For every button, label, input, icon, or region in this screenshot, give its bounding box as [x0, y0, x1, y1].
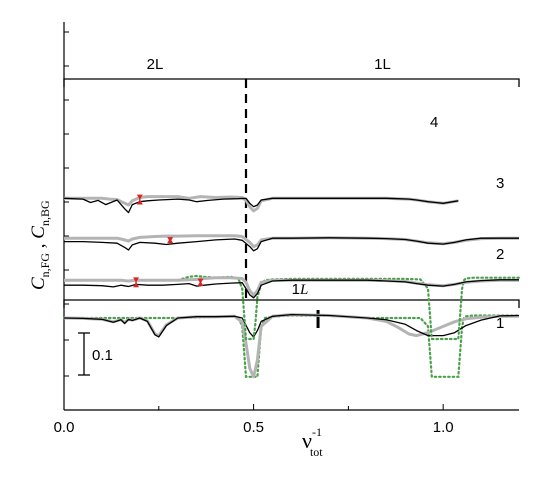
trace-label-2: 2 — [496, 246, 504, 263]
region-bracket — [63, 78, 247, 87]
difference-arrows — [133, 194, 204, 288]
region-bracket — [245, 78, 520, 87]
region-label-1l: 1L — [292, 281, 309, 298]
model-curve-2 — [176, 274, 521, 341]
arrow-head-down — [136, 194, 143, 200]
trace-label-3: 3 — [496, 175, 504, 192]
arrow-head-up — [133, 282, 140, 288]
fg-curve-4 — [63, 197, 459, 214]
x-tick-label: 1.0 — [433, 419, 454, 436]
arrow-head-down — [133, 277, 140, 283]
difference-arrow — [197, 278, 204, 286]
scale-bar-label: 0.1 — [92, 347, 113, 364]
model-curve-1 — [62, 314, 521, 378]
data-traces — [62, 195, 521, 379]
difference-arrow — [136, 194, 143, 205]
region-bracket-1l — [63, 299, 520, 308]
plot-frame — [63, 22, 519, 411]
x-tick-label: 0.5 — [243, 419, 264, 436]
arrow-head-down — [167, 237, 174, 243]
trace-label-4: 4 — [430, 114, 438, 131]
difference-arrow — [167, 237, 174, 244]
x-axis-label: ν-1 tot — [302, 425, 323, 459]
fg-curve-2 — [64, 279, 519, 299]
bg-curve-1 — [63, 313, 519, 379]
x-tick-label: 0.0 — [54, 419, 75, 436]
trace-label-1: 1 — [496, 315, 504, 332]
arrow-head-up — [136, 199, 143, 205]
y-axis-label: Cn,FG , Cn,BG — [28, 200, 52, 290]
arrow-head-down — [197, 278, 204, 284]
region-label: 1L — [374, 56, 391, 73]
fg-curve-3 — [64, 237, 519, 252]
region-brackets — [63, 78, 520, 308]
region-label: 2L — [147, 56, 164, 73]
difference-arrow — [133, 277, 140, 288]
